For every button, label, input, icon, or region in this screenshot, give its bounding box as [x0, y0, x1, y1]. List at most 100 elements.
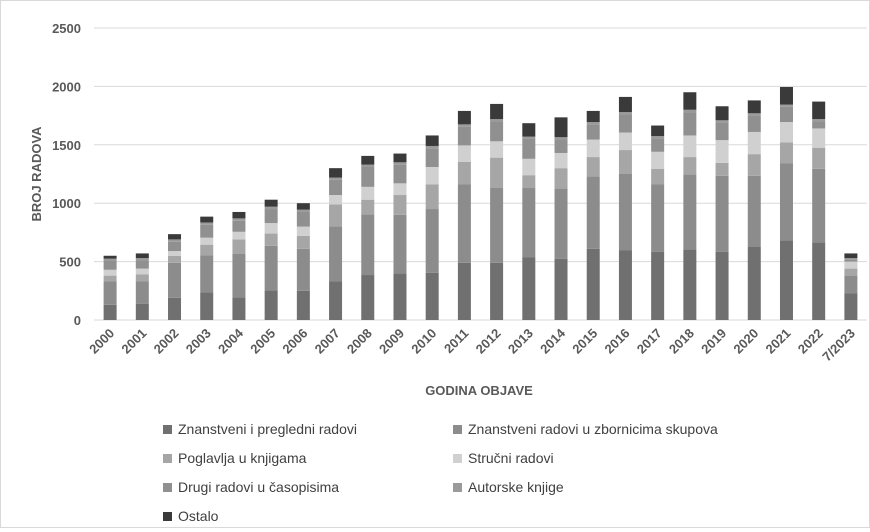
bar-segment: [586, 248, 600, 320]
bar-segment: [554, 258, 568, 320]
bar-segment: [425, 272, 439, 320]
bars: [103, 86, 858, 320]
bar-segment: [361, 199, 375, 215]
x-tick-label: 2014: [537, 325, 569, 357]
bar-segment: [490, 103, 504, 120]
bar-segment: [522, 158, 536, 176]
bar-segment: [296, 235, 310, 249]
bar-segment: [651, 136, 665, 139]
bar-segment: [425, 209, 439, 273]
bar-segment: [715, 106, 729, 121]
bar-segment: [232, 239, 246, 255]
bar-segment: [296, 203, 310, 210]
x-tick-label: 2006: [279, 326, 310, 357]
bar-segment: [747, 154, 761, 176]
legend-swatch: [163, 424, 172, 434]
bar-segment: [329, 177, 343, 180]
bar-segment: [490, 262, 504, 320]
bar-segment: [103, 260, 117, 270]
legend-item: Znanstveni radovi u zbornicima skupova: [453, 421, 718, 437]
bar-segment: [747, 100, 761, 114]
bar-segment: [361, 164, 375, 167]
legend-swatch: [163, 511, 172, 521]
bar-segment: [554, 168, 568, 189]
legend-label: Ostalo: [178, 508, 219, 524]
bar-segment: [586, 122, 600, 125]
x-tick-label: 2005: [247, 326, 278, 357]
x-tick-label: 2008: [344, 326, 375, 357]
bar-segment: [393, 164, 407, 184]
x-tick-label: 2016: [602, 326, 633, 357]
bar-segment: [618, 250, 632, 320]
bar-segment: [715, 175, 729, 252]
bar-segment: [296, 290, 310, 320]
bar-segment: [683, 157, 697, 175]
bar-segment: [779, 104, 793, 107]
bar-segment: [168, 297, 182, 320]
bar-segment: [522, 188, 536, 258]
bar-segment: [812, 121, 826, 129]
legend-item: Ostalo: [163, 508, 218, 524]
bar-segment: [329, 195, 343, 205]
bar-segment: [522, 123, 536, 137]
x-tick-label: 7/2023: [819, 326, 858, 365]
legend-swatch: [163, 482, 172, 492]
bar-segment: [361, 155, 375, 165]
bar-segment: [168, 234, 182, 240]
bar-segment: [522, 138, 536, 159]
x-axis-ticks: 2000 2001 2002 2003 2004 2005 2006 2007 2008 2009…: [86, 325, 858, 364]
x-tick-label: 2021: [763, 326, 794, 357]
bar-segment: [135, 274, 149, 282]
bar-segment: [618, 96, 632, 113]
gridlines: [94, 27, 867, 321]
bar-segment: [393, 214, 407, 274]
bar-segment: [554, 139, 568, 153]
bar-segment: [618, 150, 632, 174]
bar-segment: [232, 220, 246, 232]
bar-segment: [779, 163, 793, 241]
bar-segment: [586, 110, 600, 123]
legend-swatch: [453, 482, 462, 492]
bar-segment: [393, 273, 407, 320]
y-tick-label: 500: [59, 255, 81, 270]
bar-segment: [651, 125, 665, 137]
bar-segment: [264, 233, 278, 246]
bar-segment: [425, 184, 439, 210]
bar-segment: [651, 168, 665, 185]
bar-segment: [135, 303, 149, 320]
bar-segment: [715, 162, 729, 176]
bar-segment: [683, 109, 697, 113]
bar-segment: [844, 259, 858, 262]
bar-segment: [232, 211, 246, 219]
bar-segment: [554, 117, 568, 138]
bar-segment: [168, 251, 182, 256]
bar-segment: [200, 237, 214, 245]
bar-segment: [490, 141, 504, 158]
legend-label: Znanstveni radovi u zbornicima skupova: [468, 421, 718, 437]
bar-segment: [586, 139, 600, 158]
y-tick-label: 2000: [52, 79, 81, 94]
y-tick-label: 1000: [52, 196, 81, 211]
bar-segment: [490, 188, 504, 263]
bar-segment: [103, 269, 117, 276]
bar-segment: [554, 137, 568, 140]
bar-segment: [747, 115, 761, 132]
bar-segment: [200, 224, 214, 238]
bar-segment: [844, 293, 858, 320]
bar-segment: [844, 258, 858, 260]
bar-segment: [844, 261, 858, 269]
legend-swatch: [163, 453, 172, 463]
bar-segment: [554, 188, 568, 259]
bar-segment: [490, 119, 504, 122]
x-tick-label: 2017: [634, 326, 665, 357]
y-axis-label: BROJ RADOVA: [29, 126, 44, 222]
bar-segment: [168, 241, 182, 252]
bar-segment: [747, 131, 761, 155]
bar-segment: [844, 253, 858, 259]
bar-segment: [168, 262, 182, 298]
bar-segment: [715, 122, 729, 141]
bar-segment: [457, 262, 471, 320]
bar-segment: [779, 122, 793, 143]
legend-label: Autorske knjige: [468, 479, 564, 495]
